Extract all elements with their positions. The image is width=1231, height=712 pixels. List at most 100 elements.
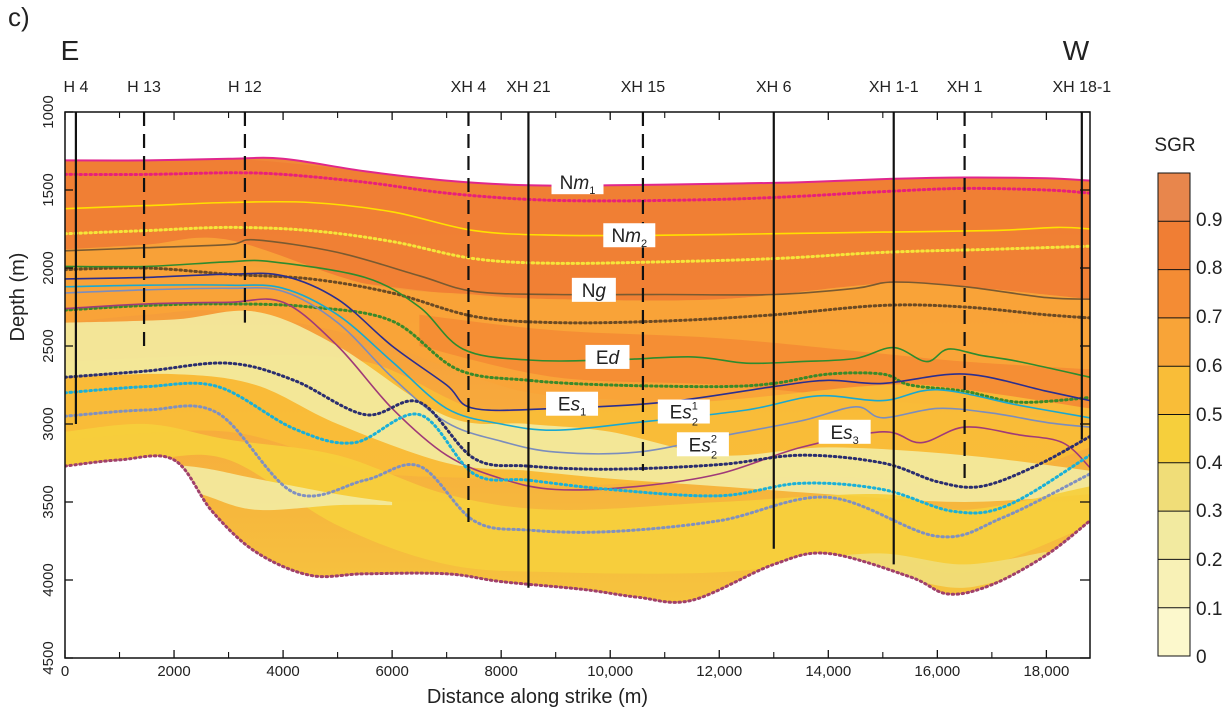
formation-label-box xyxy=(571,277,616,302)
sgr-band-6 xyxy=(146,463,393,511)
formation-label-7: Es3 xyxy=(818,419,871,447)
well-label-1: H 13 xyxy=(127,79,161,96)
horizon-Ed xyxy=(65,259,1090,378)
x-tick-label-7: 14,000 xyxy=(805,663,851,680)
colorbar-tick-label-7: 0.7 xyxy=(1196,307,1222,328)
y-tick-label-2: 2000 xyxy=(40,251,57,284)
well-label-0: H 4 xyxy=(63,79,88,96)
formation-label-box xyxy=(603,223,656,248)
sgr-band-5 xyxy=(65,423,1090,574)
sgr-bands xyxy=(65,158,1090,588)
formation-label-5: Es1 2 xyxy=(657,399,710,429)
x-tick-label-0: 0 xyxy=(61,663,69,680)
colorbar-swatch-4 xyxy=(1158,414,1190,463)
y-axis-title: Depth (m) xyxy=(7,253,29,342)
direction-label-left: E xyxy=(61,35,80,66)
y-tick-label-7: 4500 xyxy=(40,641,57,674)
x-tick-label-6: 12,000 xyxy=(696,663,742,680)
colorbar-swatch-0 xyxy=(1158,607,1190,656)
axes: 0 2000 4000 6000 8000 10,000 12,000 14,000 16,00… xyxy=(7,35,1091,708)
y-tick-label-4: 3000 xyxy=(40,407,57,440)
colorbar-tick-label-8: 0.8 xyxy=(1196,258,1222,279)
direction-label-right: W xyxy=(1063,35,1090,66)
y-tick-label-5: 3500 xyxy=(40,485,57,518)
colorbar-tick-label-1: 0.1 xyxy=(1196,599,1222,620)
formation-label-0: Nm1 xyxy=(551,170,604,197)
horizon-Ed-dot xyxy=(65,302,1090,404)
colorbar-swatch-7 xyxy=(1158,269,1190,318)
colorbar-tick-label-9: 0.9 xyxy=(1196,210,1222,231)
well-label-6: XH 6 xyxy=(756,79,792,96)
formation-label-text: Nm2 xyxy=(611,226,647,250)
formation-label-3: Ed xyxy=(585,344,630,369)
formation-labels: Nm1 Nm2 Ng Ed Es1 Es1 2 Es2 2 Es3 xyxy=(546,170,871,461)
y-tick-label-0: 1000 xyxy=(40,95,57,128)
formation-label-text: Es1 xyxy=(558,395,586,419)
colorbar-swatch-9 xyxy=(1158,173,1190,222)
formation-label-text: Ng xyxy=(582,281,607,302)
sgr-band-4 xyxy=(65,310,1090,502)
colorbar: 0 0.1 0.2 0.3 0.4 0.5 0.6 0.7 0.8 0.9 SGR xyxy=(1154,135,1222,668)
formation-label-box xyxy=(676,432,729,457)
y-tick-label-1: 1500 xyxy=(40,173,57,206)
formation-label-box xyxy=(818,419,871,444)
formation-label-6: Es2 2 xyxy=(676,432,729,461)
formation-label-4: Es1 xyxy=(546,391,599,419)
well-label-2: H 12 xyxy=(228,79,262,96)
horizon-Nm2 xyxy=(65,200,1090,237)
formation-label-box xyxy=(546,391,599,416)
colorbar-tick-label-6: 0.6 xyxy=(1196,356,1222,377)
well-label-5: XH 15 xyxy=(621,79,666,96)
horizon-Ng xyxy=(65,238,1090,300)
x-tick-label-3: 6000 xyxy=(375,663,408,680)
formation-label-text: Nm1 xyxy=(560,173,596,197)
colorbar-swatch-8 xyxy=(1158,221,1190,270)
x-tick-label-2: 4000 xyxy=(266,663,299,680)
y-tick-label-3: 2500 xyxy=(40,329,57,362)
formation-label-box xyxy=(551,170,604,195)
formation-label-2: Ng xyxy=(571,277,616,302)
colorbar-swatch-1 xyxy=(1158,559,1190,608)
colorbar-tick-label-4: 0.4 xyxy=(1196,453,1223,474)
well-label-4: XH 21 xyxy=(506,79,551,96)
colorbar-title: SGR xyxy=(1154,135,1195,156)
well-label-8: XH 1 xyxy=(947,79,983,96)
colorbar-swatch-3 xyxy=(1158,462,1190,512)
colorbar-tick-label-0: 0 xyxy=(1196,647,1207,668)
well-lines: H 4 H 13 H 12 XH 4 XH 21 XH 15 XH 6 XH 1-1 XH 1 X… xyxy=(63,79,1111,588)
colorbar-swatch-2 xyxy=(1158,511,1190,560)
y-tick-label-6: 4000 xyxy=(40,563,57,596)
x-axis-title: Distance along strike (m) xyxy=(427,686,648,708)
horizon-Nm1-dot xyxy=(65,171,1090,203)
formation-label-1: Nm2 xyxy=(603,223,656,250)
x-tick-label-8: 16,000 xyxy=(914,663,960,680)
x-tick-label-5: 10,000 xyxy=(587,663,633,680)
well-label-7: XH 1-1 xyxy=(869,79,919,96)
horizon-Es2-2-dot xyxy=(65,404,1090,539)
colorbar-tick-label-3: 0.3 xyxy=(1196,501,1222,522)
x-tick-label-1: 2000 xyxy=(157,663,190,680)
formation-label-text: Es2 2 xyxy=(689,433,717,461)
well-label-3: XH 4 xyxy=(451,79,487,96)
horizon-Es1-dot xyxy=(65,361,1090,489)
colorbar-tick-label-2: 0.2 xyxy=(1196,550,1222,571)
horizon-Es2-2 xyxy=(65,286,1090,455)
panel-label: c) xyxy=(8,2,30,32)
horizon-Es2-1 xyxy=(65,284,1090,432)
horizon-base-dot xyxy=(65,454,1090,604)
x-tick-label-4: 8000 xyxy=(484,663,517,680)
formation-label-text: Es3 xyxy=(830,423,858,447)
formation-label-box xyxy=(657,399,710,424)
plot-frame xyxy=(64,111,1091,659)
colorbar-tick-label-5: 0.5 xyxy=(1196,405,1222,426)
x-tick-label-9: 18,000 xyxy=(1023,663,1069,680)
formation-label-text: Es1 2 xyxy=(670,401,698,429)
colorbar-swatch-6 xyxy=(1158,317,1190,367)
formation-label-text: Ed xyxy=(596,348,621,369)
horizon-Es2-1-dot xyxy=(65,381,1090,515)
formation-label-box xyxy=(585,344,630,369)
well-label-9: XH 18-1 xyxy=(1052,79,1111,96)
colorbar-swatch-5 xyxy=(1158,366,1190,415)
sgr-section xyxy=(65,156,1090,604)
